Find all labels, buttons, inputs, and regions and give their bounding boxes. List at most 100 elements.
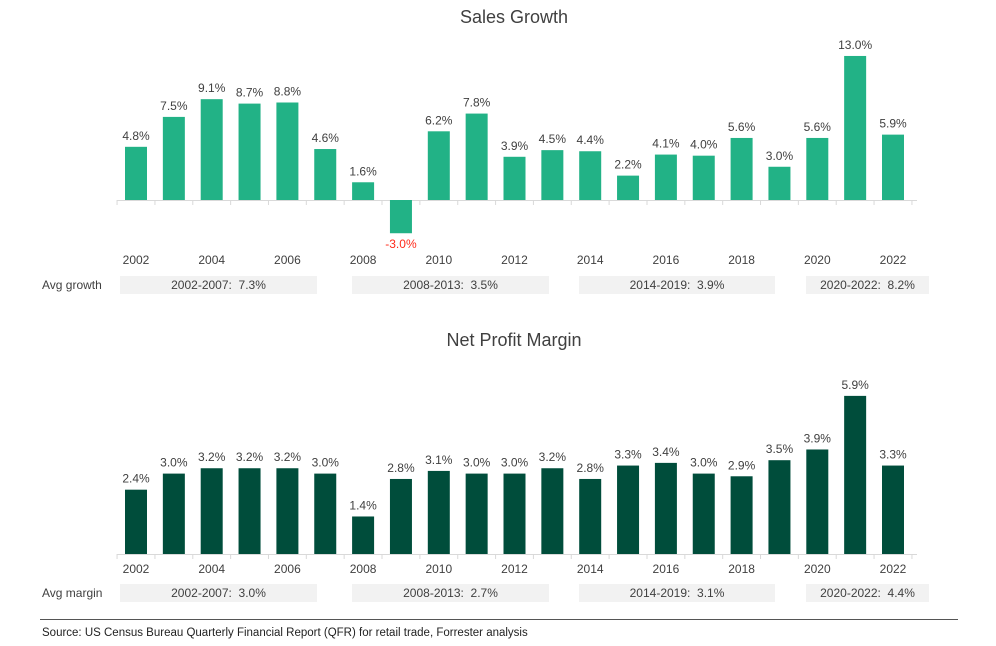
bar-2013 <box>541 468 564 554</box>
bar-2008 <box>352 182 375 200</box>
data-label: 3.0% <box>463 456 491 470</box>
summary-value: 2008-2013: 2.7% <box>403 586 498 600</box>
summary-value: 2014-2019: 3.9% <box>630 278 725 292</box>
bar-2015 <box>617 465 640 554</box>
data-label: 3.0% <box>160 456 188 470</box>
bar-2014 <box>579 151 602 200</box>
summary-value: 2008-2013: 3.5% <box>403 278 498 292</box>
data-label: 3.9% <box>804 431 832 445</box>
summary-box <box>352 276 549 294</box>
bar-2009 <box>389 200 412 234</box>
data-label: 3.4% <box>652 445 680 459</box>
data-label: 3.0% <box>501 456 529 470</box>
bar-2011 <box>465 113 488 200</box>
x-tick-label: 2016 <box>653 253 680 267</box>
data-label: 3.0% <box>312 456 340 470</box>
data-label: -3.0% <box>385 237 417 251</box>
x-tick-label: 2014 <box>577 562 604 576</box>
data-label: 3.1% <box>425 453 453 467</box>
x-tick-label: 2012 <box>501 562 528 576</box>
data-label: 4.0% <box>690 138 718 152</box>
bar-2006 <box>276 468 299 554</box>
chart-title: Net Profit Margin <box>446 330 581 350</box>
summary-box <box>806 276 929 294</box>
x-tick-label: 2002 <box>123 253 150 267</box>
summary-value: 2014-2019: 3.1% <box>630 586 725 600</box>
x-tick-label: 2010 <box>425 253 452 267</box>
data-label: 2.9% <box>728 458 756 472</box>
x-tick-label: 2014 <box>577 253 604 267</box>
bar-2012 <box>503 156 526 200</box>
bar-2007 <box>314 473 337 554</box>
bar-2009 <box>389 478 412 554</box>
data-label: 2.8% <box>577 461 605 475</box>
data-label: 7.5% <box>160 99 188 113</box>
bar-2005 <box>238 103 261 200</box>
x-tick-label: 2004 <box>198 253 225 267</box>
bar-2003 <box>162 473 185 554</box>
summary-value: 2002-2007: 7.3% <box>171 278 266 292</box>
bar-2017 <box>692 155 715 200</box>
bar-2008 <box>352 516 375 554</box>
summary-value: 2020-2022: 4.4% <box>820 586 915 600</box>
data-label: 8.8% <box>274 84 302 98</box>
data-label: 8.7% <box>236 86 264 100</box>
data-label: 4.4% <box>577 133 605 147</box>
bar-2014 <box>579 478 602 554</box>
bar-2021 <box>844 395 867 554</box>
bar-2016 <box>654 154 677 200</box>
x-tick-label: 2022 <box>880 253 907 267</box>
bar-2004 <box>200 99 223 200</box>
data-label: 3.5% <box>766 442 794 456</box>
bar-2006 <box>276 102 299 200</box>
bar-2020 <box>806 449 829 554</box>
summary-label: Avg margin <box>42 586 102 600</box>
bar-2010 <box>427 470 450 554</box>
data-label: 4.5% <box>539 132 567 146</box>
data-label: 1.6% <box>349 164 377 178</box>
x-tick-label: 2008 <box>350 253 377 267</box>
summary-box <box>120 584 317 602</box>
data-label: 2.8% <box>387 461 415 475</box>
x-tick-label: 2016 <box>653 562 680 576</box>
x-tick-label: 2018 <box>728 253 755 267</box>
bar-2013 <box>541 150 564 200</box>
source-note: Source: US Census Bureau Quarterly Finan… <box>42 627 528 639</box>
x-tick-label: 2018 <box>728 562 755 576</box>
bar-2019 <box>768 166 791 200</box>
data-label: 4.8% <box>122 129 150 143</box>
data-label: 7.8% <box>463 96 491 110</box>
bar-2012 <box>503 473 526 554</box>
summary-box <box>120 276 317 294</box>
bar-2007 <box>314 149 337 200</box>
bar-2005 <box>238 468 261 554</box>
bar-2018 <box>730 476 753 554</box>
bar-2015 <box>617 175 640 200</box>
data-label: 1.4% <box>349 498 377 512</box>
bar-2011 <box>465 473 488 554</box>
data-label: 3.3% <box>614 448 642 462</box>
data-label: 3.3% <box>879 448 907 462</box>
data-label: 4.1% <box>652 137 680 151</box>
summary-value: 2020-2022: 8.2% <box>820 278 915 292</box>
data-label: 3.2% <box>198 450 226 464</box>
data-label: 4.6% <box>312 131 340 145</box>
summary-box <box>352 584 549 602</box>
data-label: 6.2% <box>425 113 453 127</box>
x-tick-label: 2022 <box>880 562 907 576</box>
bar-2016 <box>654 462 677 554</box>
bar-2022 <box>882 134 904 200</box>
bar-2019 <box>768 460 791 554</box>
summary-box <box>579 584 775 602</box>
data-label: 5.9% <box>879 117 907 131</box>
bar-2003 <box>162 116 185 200</box>
summary-box <box>579 276 775 294</box>
x-tick-label: 2008 <box>350 562 377 576</box>
x-tick-label: 2004 <box>198 562 225 576</box>
data-label: 3.2% <box>236 450 264 464</box>
summary-box <box>806 584 929 602</box>
x-tick-label: 2020 <box>804 562 831 576</box>
data-label: 9.1% <box>198 81 226 95</box>
data-label: 5.9% <box>841 378 869 392</box>
